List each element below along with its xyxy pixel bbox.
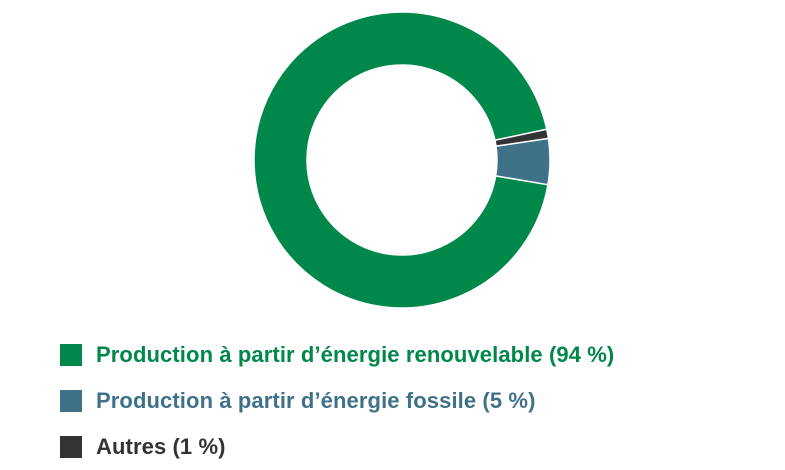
legend-label-renouvelable: Production à partir d’énergie renouvelab…: [96, 342, 615, 367]
legend-item-autres: Autres (1 %): [60, 424, 614, 470]
slice-fossile: [494, 137, 551, 186]
legend: Production à partir d’énergie renouvelab…: [60, 332, 614, 470]
legend-label-autres: Autres (1 %): [96, 434, 226, 459]
slice-autres: [494, 128, 550, 147]
legend-swatch-fossile: [60, 390, 82, 412]
legend-swatch-autres: [60, 436, 82, 458]
legend-item-renouvelable: Production à partir d’énergie renouvelab…: [60, 332, 614, 378]
legend-item-fossile: Production à partir d’énergie fossile (5…: [60, 378, 614, 424]
legend-label-fossile: Production à partir d’énergie fossile (5…: [96, 388, 536, 413]
legend-swatch-renouvelable: [60, 344, 82, 366]
slice-renouvelable: [253, 11, 549, 309]
donut-chart: [253, 11, 551, 309]
